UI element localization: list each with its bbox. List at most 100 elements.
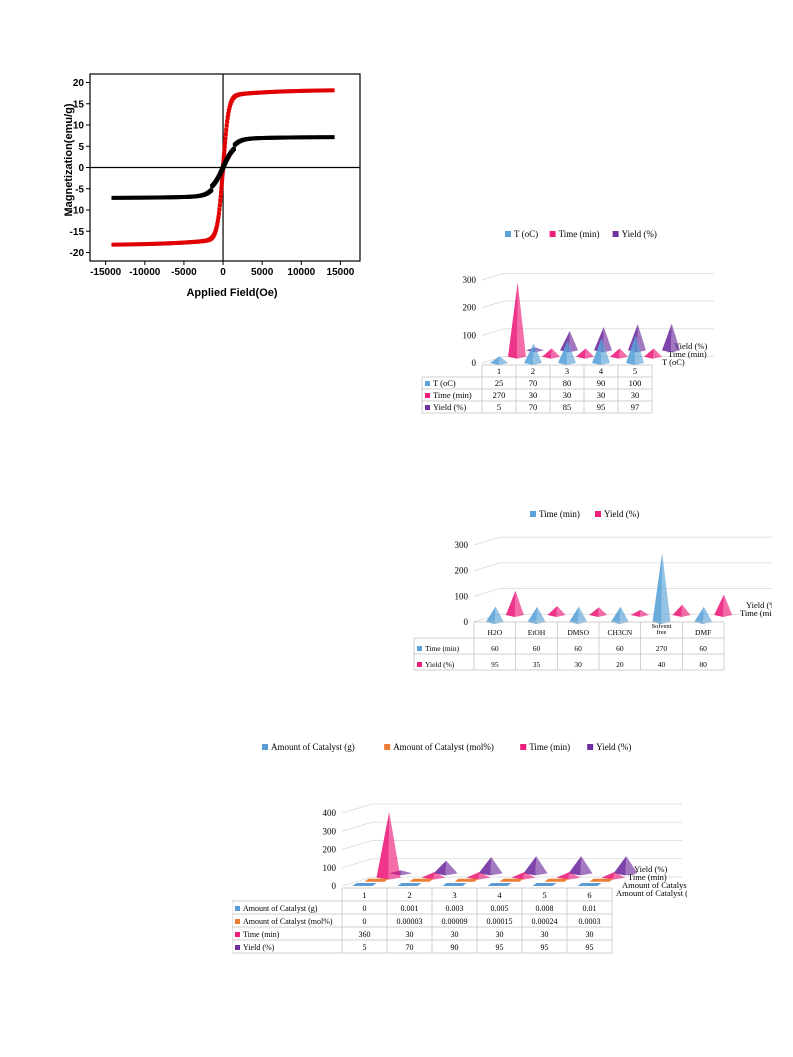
legend-swatch	[520, 744, 527, 750]
data-point	[139, 242, 144, 247]
x-tick-label: 5000	[251, 267, 274, 278]
data-point	[146, 195, 151, 200]
data-point	[223, 132, 228, 137]
table-cell: 95	[491, 660, 499, 669]
bar-shade	[523, 872, 536, 880]
data-point	[302, 88, 307, 93]
row-swatch	[425, 381, 430, 386]
data-point	[153, 241, 158, 246]
bar-shade	[533, 343, 542, 365]
data-point	[114, 242, 119, 247]
data-point	[273, 89, 278, 94]
x-tick-label: -10000	[129, 267, 161, 278]
bar-shade	[494, 606, 504, 624]
y-tick-label: -5	[75, 184, 84, 195]
depth-axis-label: Yield (%)	[674, 341, 707, 351]
bar-shade	[445, 860, 458, 876]
data-point	[219, 186, 224, 191]
table-cell: 95	[541, 943, 549, 952]
bar	[523, 856, 537, 876]
series-1	[508, 282, 662, 359]
bar-shade	[619, 348, 628, 359]
data-point	[275, 135, 280, 140]
category-label: 5	[633, 366, 637, 376]
bar-shade	[551, 348, 560, 359]
y-tick-label: 200	[463, 303, 477, 313]
bar	[644, 348, 654, 359]
depth-axis-label: Amount of Catalyst (mol%)	[622, 880, 687, 890]
data-point	[292, 89, 297, 94]
data-point	[330, 88, 335, 93]
table-cell: 70	[529, 378, 538, 388]
table-cell: 80	[699, 660, 707, 669]
row-swatch	[417, 662, 422, 667]
data-point	[164, 241, 169, 246]
depth-axis-label: Time (min)	[668, 349, 707, 359]
legend-swatch	[587, 744, 594, 750]
flat-bar	[409, 878, 434, 882]
table-cell: 0.005	[491, 904, 509, 913]
row-label: Yield (%)	[425, 660, 455, 669]
bar	[610, 606, 621, 624]
bar	[630, 609, 641, 617]
x-tick-label: -15000	[90, 267, 122, 278]
data-point	[310, 135, 315, 140]
bar-shade	[535, 856, 548, 876]
data-point	[125, 242, 130, 247]
data-point	[134, 195, 139, 200]
bar-shade	[681, 604, 691, 617]
bar-shade	[499, 356, 508, 365]
data-point	[318, 135, 323, 140]
series-0	[490, 335, 644, 365]
x-tick-label: 15000	[327, 267, 355, 278]
y-tick-label: 400	[323, 808, 337, 818]
data-point	[158, 195, 163, 200]
data-point	[307, 135, 312, 140]
bar	[542, 348, 552, 359]
data-point	[316, 88, 321, 93]
gridline	[341, 821, 682, 832]
data-point	[305, 88, 310, 93]
series-0	[485, 552, 713, 624]
data-point	[149, 241, 154, 246]
table-cell: 60	[574, 644, 582, 653]
y-tick-label: 200	[455, 566, 469, 576]
category-label: 4	[497, 890, 502, 900]
bar-shade	[619, 606, 629, 624]
table-cell: 5	[363, 943, 367, 952]
data-point	[219, 190, 224, 195]
data-point	[136, 195, 141, 200]
data-point	[221, 153, 226, 158]
data-point	[209, 188, 214, 193]
x-tick-label: 0	[220, 267, 226, 278]
category-label: 2	[531, 366, 535, 376]
table-cell: 35	[533, 660, 541, 669]
flat-bar	[487, 883, 512, 886]
x-tick-label: -5000	[171, 267, 197, 278]
row-label: Yield (%)	[433, 402, 466, 412]
row-label: Time (min)	[433, 390, 472, 400]
x-tick-label: 10000	[287, 267, 315, 278]
table-cell: 0	[363, 904, 367, 913]
row-swatch	[417, 646, 422, 651]
legend-label: Yield (%)	[604, 509, 639, 519]
data-point	[214, 225, 219, 230]
series-0	[352, 883, 602, 886]
bar-shade	[613, 872, 626, 880]
table-cell: 30	[597, 390, 606, 400]
table-cell: 30	[541, 930, 549, 939]
data-point	[288, 89, 293, 94]
bar-shade	[535, 347, 544, 353]
data-point	[216, 211, 221, 216]
data-point	[277, 135, 282, 140]
flat-bar	[397, 883, 422, 886]
data-point	[146, 241, 151, 246]
data-point	[285, 135, 290, 140]
bar-shade	[580, 856, 593, 876]
table-cell: 60	[533, 644, 541, 653]
category-label: 3	[452, 890, 456, 900]
data-point	[128, 242, 133, 247]
row-swatch	[425, 405, 430, 410]
data-point	[222, 150, 227, 155]
gridline	[481, 328, 714, 336]
